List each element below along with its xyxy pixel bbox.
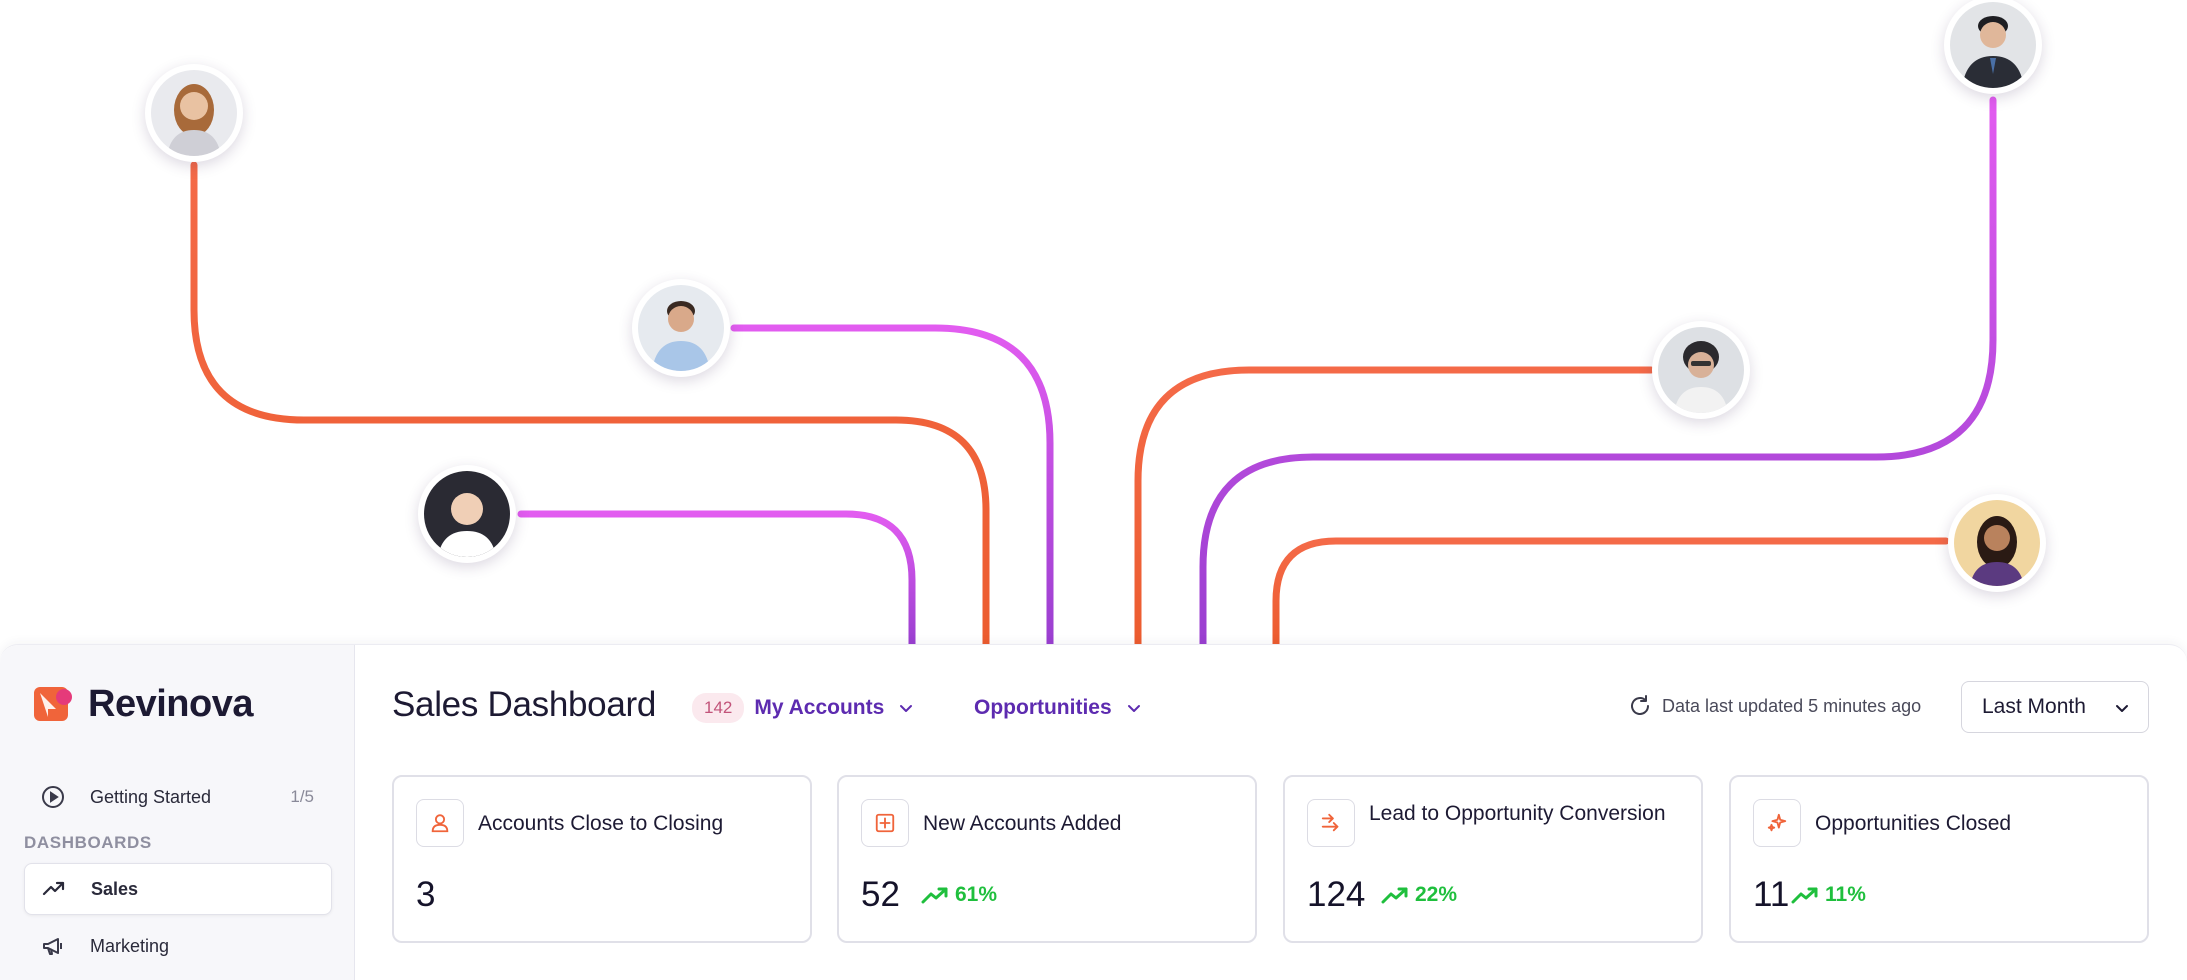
convert-arrow-icon xyxy=(1307,799,1355,847)
trending-up-icon xyxy=(41,876,67,902)
my-accounts-label: My Accounts xyxy=(754,696,885,719)
connector-line-2 xyxy=(730,324,1054,648)
avatar xyxy=(1944,0,2042,94)
sidebar-item-marketing[interactable]: Marketing xyxy=(24,921,330,971)
sidebar-item-sales[interactable]: Sales xyxy=(24,863,332,915)
kpi-value: 52 xyxy=(861,875,900,914)
kpi-card-lead-to-opportunity-conversion[interactable]: Lead to Opportunity Conversion 124 22% xyxy=(1283,775,1703,943)
kpi-trend-value: 22% xyxy=(1415,883,1458,906)
play-circle-icon xyxy=(40,784,66,810)
kpi-title: Accounts Close to Closing xyxy=(478,812,724,835)
trend-up-icon xyxy=(921,887,948,904)
sidebar-item-label: Marketing xyxy=(90,935,170,956)
data-updated-status: Data last updated 5 minutes ago xyxy=(1628,694,1921,718)
progress-count: 1/5 xyxy=(290,787,314,806)
connector-line-3 xyxy=(517,510,916,648)
avatar-woman-2-icon xyxy=(424,471,510,557)
brand-name: Revinova xyxy=(88,683,253,725)
connector-line-4 xyxy=(1134,366,1655,648)
kpi-trend-value: 11% xyxy=(1825,883,1866,906)
sidebar-item-label: Sales xyxy=(91,878,139,899)
dashboard-app-panel: Revinova Getting Started 1/5 DASHBOARDS … xyxy=(0,644,2187,980)
kpi-value: 11 xyxy=(1753,875,1790,914)
avatar-man-2-icon xyxy=(1950,2,2036,88)
kpi-title: Opportunities Closed xyxy=(1815,812,2012,835)
avatar-woman-3-icon xyxy=(1658,327,1744,413)
chevron-down-icon xyxy=(2116,705,2128,712)
avatar xyxy=(145,64,243,162)
accounts-count-badge: 142 xyxy=(692,693,745,723)
my-accounts-dropdown[interactable]: 142 My Accounts xyxy=(692,691,914,725)
avatar-woman-1-icon xyxy=(151,70,237,156)
connector-line-5 xyxy=(1199,96,1997,648)
sidebar-item-getting-started[interactable]: Getting Started 1/5 xyxy=(24,772,330,822)
kpi-card-new-accounts-added[interactable]: New Accounts Added 52 61% xyxy=(837,775,1257,943)
updated-text: Data last updated 5 minutes ago xyxy=(1662,695,1922,716)
kpi-trend: 61% xyxy=(921,883,997,907)
trend-up-icon xyxy=(1791,887,1818,904)
revinova-logo-icon xyxy=(34,686,72,721)
sparkles-icon xyxy=(1753,799,1801,847)
page-title: Sales Dashboard xyxy=(392,685,656,724)
avatar-man-1-icon xyxy=(638,285,724,371)
kpi-trend-value: 61% xyxy=(955,883,998,906)
refresh-icon[interactable] xyxy=(1628,694,1652,718)
avatar-woman-4-icon xyxy=(1954,500,2040,586)
avatar xyxy=(1948,494,2046,592)
connector-line-6 xyxy=(1272,537,1950,648)
trend-up-icon xyxy=(1381,887,1408,904)
period-select[interactable]: Last Month xyxy=(1961,681,2149,733)
avatar xyxy=(632,279,730,377)
kpi-trend: 22% xyxy=(1381,883,1457,907)
brand[interactable]: Revinova xyxy=(34,683,253,726)
opportunities-dropdown[interactable]: Opportunities xyxy=(974,691,1142,725)
chevron-down-icon xyxy=(900,705,913,712)
kpi-title: New Accounts Added xyxy=(923,812,1122,835)
avatar xyxy=(418,465,516,563)
user-icon xyxy=(416,799,464,847)
kpi-card-accounts-close-to-closing[interactable]: Accounts Close to Closing 3 xyxy=(392,775,812,943)
avatar xyxy=(1652,321,1750,419)
megaphone-icon xyxy=(40,933,66,959)
kpi-title: Lead to Opportunity Conversion xyxy=(1369,802,1666,825)
sidebar: Revinova Getting Started 1/5 DASHBOARDS … xyxy=(0,645,355,980)
plus-square-icon xyxy=(861,799,909,847)
sidebar-section-heading: DASHBOARDS xyxy=(24,833,152,852)
sidebar-item-label: Getting Started xyxy=(90,786,212,807)
kpi-value: 124 xyxy=(1307,875,1366,914)
period-value: Last Month xyxy=(1982,695,2086,718)
kpi-trend: 11% xyxy=(1791,883,1866,907)
connector-line-1 xyxy=(190,161,990,648)
opportunities-label: Opportunities xyxy=(974,696,1112,719)
chevron-down-icon xyxy=(1127,705,1140,712)
kpi-card-opportunities-closed[interactable]: Opportunities Closed 11 11% xyxy=(1729,775,2149,943)
kpi-value: 3 xyxy=(416,875,436,914)
